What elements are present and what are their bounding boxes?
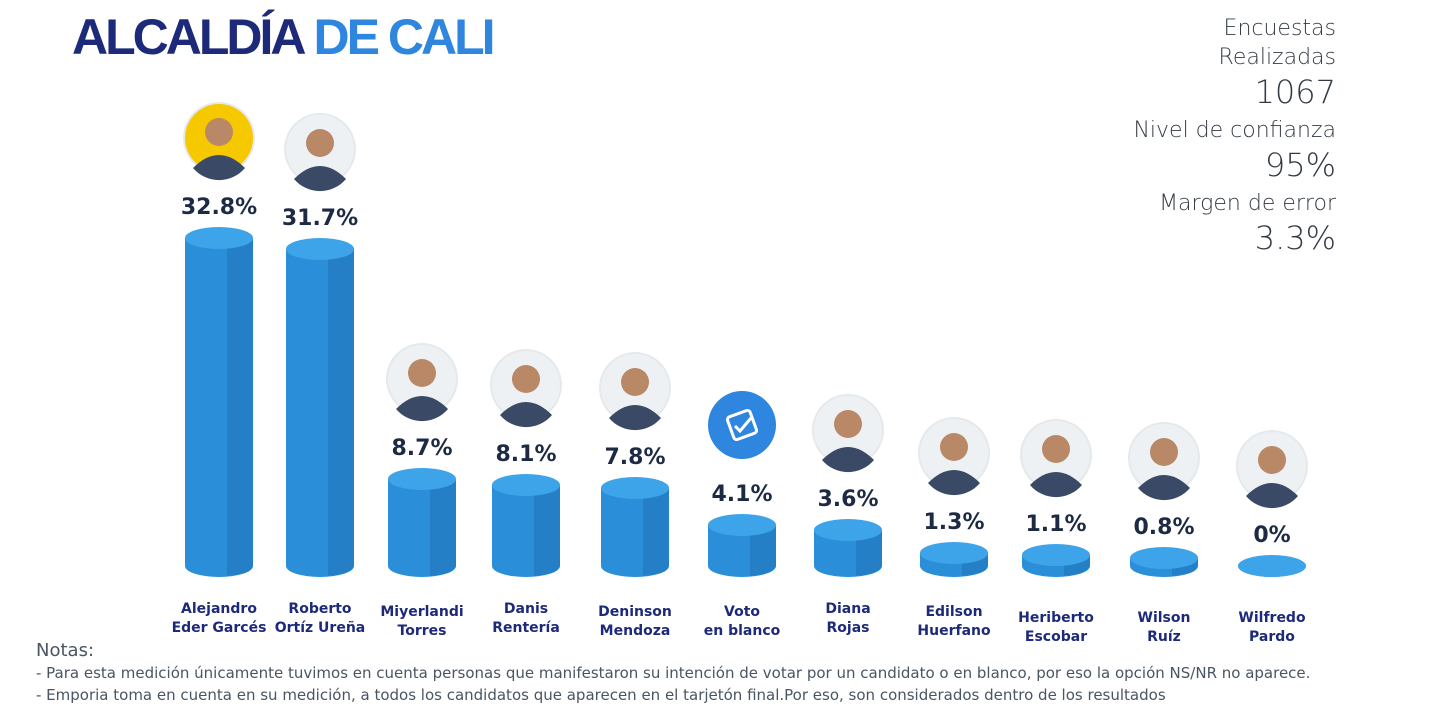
bar-top bbox=[1022, 544, 1090, 566]
bar-group: 0% Wilfredo Pardo bbox=[1236, 430, 1308, 645]
bar-group: 4.1% Voto en blanco bbox=[704, 391, 781, 639]
bar-top bbox=[1130, 547, 1198, 569]
bar-top bbox=[920, 542, 988, 564]
title-part-1: ALCALDÍA bbox=[72, 9, 307, 65]
category-label: Escobar bbox=[1025, 629, 1087, 645]
avatar-icon bbox=[1128, 422, 1200, 501]
bar-group: 0.8% Wilson Ruíz bbox=[1128, 422, 1200, 645]
bar-group: 1.3% Edilson Huerfano bbox=[917, 417, 991, 639]
bar-top bbox=[708, 514, 776, 536]
bar-group: 1.1% Heriberto Escobar bbox=[1018, 419, 1094, 645]
value-label: 1.3% bbox=[923, 510, 984, 535]
confidence-label: Nivel de confianza bbox=[1133, 118, 1336, 143]
note-line: - Emporia toma en cuenta en su medición,… bbox=[36, 686, 1166, 704]
bar-top bbox=[388, 468, 456, 490]
bar-group: 31.7% Roberto Ortíz Ureña bbox=[275, 113, 366, 636]
category-label: Huerfano bbox=[917, 623, 991, 639]
value-label: 32.8% bbox=[181, 195, 257, 220]
note-line: - Para esta medición únicamente tuvimos … bbox=[36, 664, 1311, 682]
category-label: Mendoza bbox=[600, 623, 671, 639]
value-label: 1.1% bbox=[1025, 512, 1086, 537]
category-label: Heriberto bbox=[1018, 610, 1094, 626]
bar-group: 8.7% Miyerlandi Torres bbox=[380, 343, 464, 639]
bar-top bbox=[814, 519, 882, 541]
category-label: Miyerlandi bbox=[380, 604, 463, 620]
margin-label: Margen de error bbox=[1159, 191, 1336, 216]
category-label: Roberto bbox=[288, 601, 352, 617]
value-label: 8.1% bbox=[495, 442, 556, 467]
category-label: Eder Garcés bbox=[172, 620, 267, 636]
value-label: 0% bbox=[1253, 523, 1290, 548]
avatar-icon bbox=[1236, 430, 1308, 509]
avatar-icon bbox=[183, 102, 255, 181]
value-label: 0.8% bbox=[1133, 515, 1194, 540]
survey-stats: Encuestas Realizadas 1067 Nivel de confi… bbox=[1133, 14, 1336, 262]
category-label: Torres bbox=[398, 623, 447, 639]
avatar-icon bbox=[284, 113, 356, 192]
surveys-label: Encuestas Realizadas bbox=[1218, 16, 1336, 70]
bar-shade bbox=[534, 485, 560, 576]
surveys-value: 1067 bbox=[1254, 73, 1336, 111]
bar-shade bbox=[643, 488, 669, 576]
bar-top bbox=[1238, 555, 1306, 577]
category-label: en blanco bbox=[704, 623, 781, 639]
bar-top bbox=[492, 474, 560, 496]
bar-shade bbox=[328, 249, 354, 576]
value-label: 4.1% bbox=[711, 482, 772, 507]
category-label: Wilson bbox=[1138, 610, 1191, 626]
category-label: Voto bbox=[724, 604, 760, 620]
bar-shade bbox=[227, 238, 253, 576]
value-label: 3.6% bbox=[817, 487, 878, 512]
bar-group: 3.6% Diana Rojas bbox=[812, 394, 884, 636]
bar-shade bbox=[856, 530, 882, 576]
avatar-icon bbox=[490, 349, 562, 428]
title-part-2: DE CALI bbox=[313, 9, 496, 65]
page-title: ALCALDÍA DE CALI bbox=[72, 8, 496, 66]
avatar-icon bbox=[599, 352, 671, 431]
avatar-icon bbox=[386, 343, 458, 422]
bar-top bbox=[286, 238, 354, 260]
notes-title: Notas: bbox=[36, 640, 95, 661]
avatar-icon bbox=[918, 417, 990, 496]
category-label: Pardo bbox=[1249, 629, 1295, 645]
bar-shade bbox=[750, 525, 776, 576]
category-label: Alejandro bbox=[181, 601, 257, 617]
category-label: Deninson bbox=[598, 604, 672, 620]
margin-value: 3.3% bbox=[1254, 219, 1336, 257]
category-label: Ortíz Ureña bbox=[275, 620, 366, 636]
confidence-value: 95% bbox=[1264, 146, 1336, 184]
category-label: Rentería bbox=[492, 620, 560, 636]
bar-top bbox=[601, 477, 669, 499]
value-label: 8.7% bbox=[391, 436, 452, 461]
bar-group: 7.8% Deninson Mendoza bbox=[598, 352, 672, 639]
avatar-icon bbox=[1020, 419, 1092, 498]
avatar-icon bbox=[812, 394, 884, 473]
bar-top bbox=[185, 227, 253, 249]
category-label: Danis bbox=[504, 601, 548, 617]
category-label: Wilfredo bbox=[1238, 610, 1306, 626]
category-label: Ruíz bbox=[1147, 629, 1181, 645]
category-label: Diana bbox=[825, 601, 870, 617]
value-label: 31.7% bbox=[282, 206, 358, 231]
bar-group: 8.1% Danis Rentería bbox=[490, 349, 562, 636]
category-label: Edilson bbox=[925, 604, 982, 620]
bar-group: 32.8% Alejandro Eder Garcés bbox=[172, 102, 267, 636]
notes: Notas: - Para esta medición únicamente t… bbox=[36, 640, 1310, 706]
category-label: Rojas bbox=[827, 620, 870, 636]
value-label: 7.8% bbox=[604, 445, 665, 470]
bar-shade bbox=[430, 479, 456, 576]
ballot-icon bbox=[708, 391, 776, 459]
